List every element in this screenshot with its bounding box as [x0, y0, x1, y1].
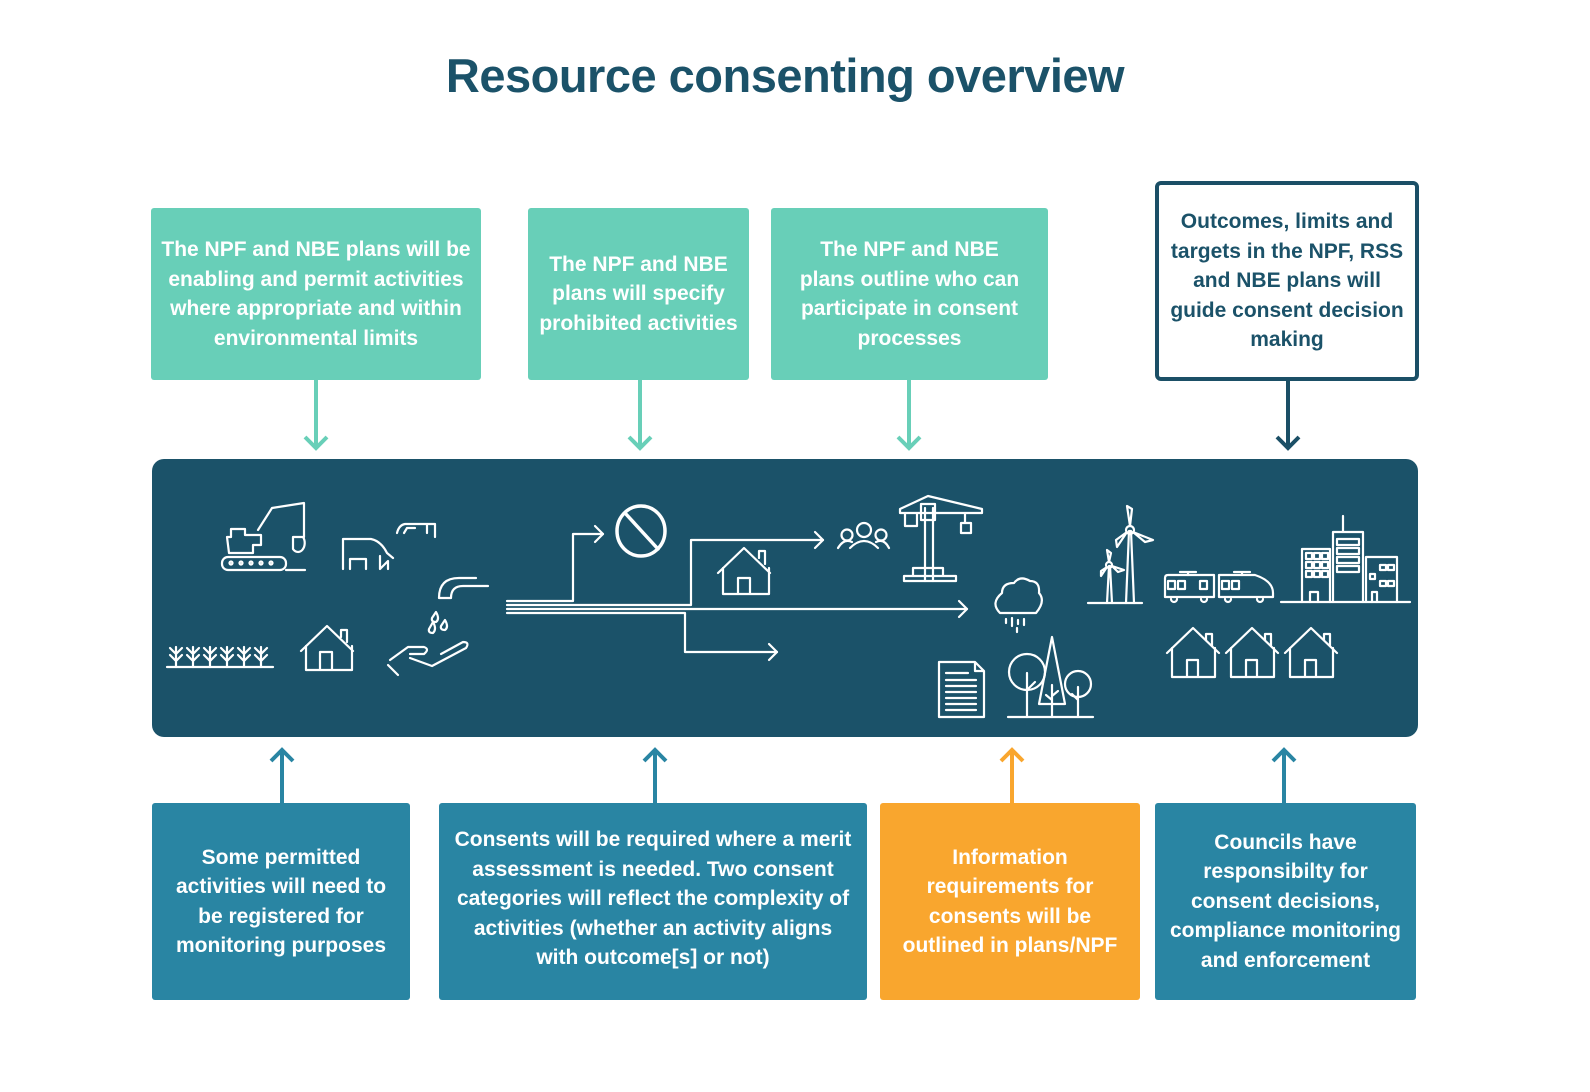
arrow-up-information — [999, 747, 1025, 803]
bottom-box-text: Consents will be required where a merit … — [454, 828, 852, 969]
people-icon — [836, 521, 891, 550]
top-box-text: The NPF and NBE plans will be enabling a… — [161, 238, 471, 350]
arrow-down-permitted — [303, 380, 329, 451]
top-box-text: The NPF and NBE plans will specify prohi… — [539, 252, 738, 335]
bottom-box-registration: Some permitted activities will need to b… — [152, 803, 410, 1000]
city-buildings-icon — [1279, 514, 1412, 604]
bottom-box-councils: Councils have responsibilty for consent … — [1155, 803, 1416, 1000]
top-box-text: The NPF and NBE plans outline who can pa… — [799, 238, 1020, 350]
arrow-down-outcomes — [1275, 381, 1301, 451]
trees-icon — [1006, 635, 1095, 719]
flow-lines — [505, 524, 969, 662]
wind-turbines-icon — [1086, 504, 1155, 605]
crops-icon — [165, 645, 275, 669]
cloud-rain-icon — [994, 577, 1043, 634]
arrow-up-registration — [269, 747, 295, 803]
bottom-box-text: Information requirements for consents wi… — [902, 845, 1118, 958]
arrow-up-councils — [1271, 747, 1297, 803]
top-box-prohibited: The NPF and NBE plans will specify prohi… — [528, 208, 749, 380]
page-title: Resource consenting overview — [445, 49, 1125, 102]
bottom-box-information: Information requirements for consents wi… — [880, 803, 1140, 1000]
excavator-icon — [220, 501, 307, 572]
document-icon — [937, 660, 986, 719]
arrow-down-participation — [896, 380, 922, 451]
bottom-box-text: Some permitted activities will need to b… — [175, 845, 387, 958]
house-icon — [299, 624, 355, 672]
tap-hand-icon — [386, 576, 490, 677]
arrow-up-consents — [642, 747, 668, 803]
house-icon — [716, 546, 772, 596]
train-icon — [1163, 570, 1275, 604]
bottom-box-text: Councils have responsibilty for consent … — [1169, 830, 1402, 972]
top-box-outcomes: Outcomes, limits and targets in the NPF,… — [1155, 181, 1419, 381]
top-box-text: Outcomes, limits and targets in the NPF,… — [1170, 210, 1404, 352]
houses-icon — [1165, 626, 1339, 679]
crane-icon — [898, 494, 984, 583]
top-box-permitted: The NPF and NBE plans will be enabling a… — [151, 208, 481, 380]
arrow-down-prohibited — [627, 380, 653, 451]
top-box-participation: The NPF and NBE plans outline who can pa… — [771, 208, 1048, 380]
bottom-box-consents: Consents will be required where a merit … — [439, 803, 867, 1000]
prohibited-icon — [615, 504, 667, 558]
cows-icon — [341, 522, 437, 571]
